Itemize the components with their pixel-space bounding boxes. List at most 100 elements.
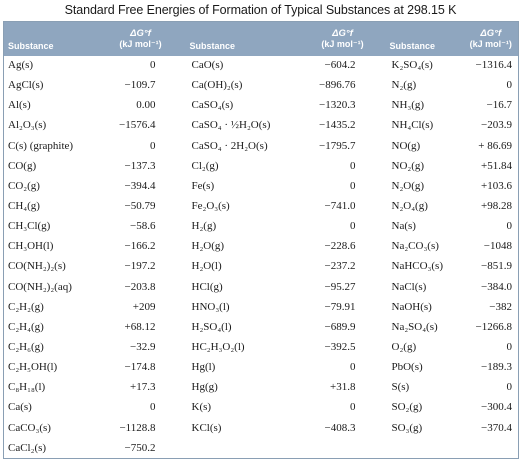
table-row: CaCO₃(s) −1128.8 KCl(s) −408.3 SO₃(g) −370.4 <box>4 418 519 438</box>
free-energy-value: +98.28 <box>481 200 512 213</box>
free-energy-value: + 86.69 <box>478 139 512 152</box>
free-energy-value: −370.4 <box>481 421 512 434</box>
free-energy-value: +51.84 <box>481 159 512 172</box>
column-header-free-energy: ΔG°f (kJ mol⁻¹) <box>95 21 186 56</box>
substance-cell: H₂O(g) <box>191 240 225 253</box>
substance-cell: Hg(g) <box>191 381 218 394</box>
free-energy-value: 0 <box>506 341 513 354</box>
free-energy-value: −79.91 <box>324 300 356 313</box>
table-row: CaCl₂(s) −750.2 <box>4 438 519 458</box>
free-energy-unit: (kJ mol⁻¹) <box>469 39 512 50</box>
substance-cell <box>386 438 464 458</box>
substance-cell: CaSO₄ · ½H₂O(s) <box>191 119 271 132</box>
substance-cell: C₂H₅OH(l) <box>8 361 58 374</box>
table-row: CO(NH₂)₂(aq) −203.8 HCl(g) −95.27 NaCl(s) −38… <box>4 277 519 297</box>
substance-cell: Cl₂(g) <box>191 159 219 172</box>
free-energy-value: −300.4 <box>481 401 512 414</box>
substance-cell: HNO₃(l) <box>191 300 230 313</box>
free-energy-value: −166.2 <box>124 240 156 253</box>
table-row: Al₂O₃(s) −1576.4 CaSO₄ · ½H₂O(s) −1435.2 NH₄… <box>4 116 519 136</box>
free-energy-value: −197.2 <box>124 260 156 273</box>
substance-cell: Al₂O₃(s) <box>8 119 47 132</box>
substance-cell: K₂SO₄(s) <box>391 59 433 72</box>
substance-cell: PbO(s) <box>391 361 423 374</box>
free-energy-symbol: ΔG°f <box>332 28 353 40</box>
substance-cell: CaSO₄(s) <box>191 99 234 112</box>
free-energy-value: +103.6 <box>481 179 512 192</box>
free-energy-value: −228.6 <box>324 240 356 253</box>
substance-cell: Na₂SO₄(s) <box>391 320 438 333</box>
free-energy-value: −58.6 <box>130 220 156 233</box>
substance-cell: NaHCO₃(s) <box>391 260 444 273</box>
substance-cell: N₂(g) <box>391 79 417 92</box>
free-energy-value: −32.9 <box>130 341 156 354</box>
table-row: AgCl(s) −109.7 Ca(OH)₂(s) −896.76 N₂(g) 0 <box>4 76 519 96</box>
free-energy-value: +17.3 <box>130 381 156 394</box>
table-title: Standard Free Energies of Formation of T… <box>64 3 457 17</box>
substance-cell: CO(NH₂)₂(aq) <box>8 280 72 293</box>
table-row: C₂H₆(g) −32.9 HC₂H₃O₂(l) −392.5 O₂(g) 0 <box>4 337 519 357</box>
substance-cell: SO₃(g) <box>391 421 423 434</box>
substance-cell: CaCl₂(s) <box>8 441 47 454</box>
substance-cell: CH₃Cl(g) <box>8 220 51 233</box>
substance-cell: Hg(l) <box>191 361 216 374</box>
column-header-free-energy: ΔG°f (kJ mol⁻¹) <box>463 21 519 56</box>
table-row: CH₄(g) −50.79 Fe₂O₃(s) −741.0 N₂O₄(g) +98.28 <box>4 196 519 216</box>
substance-cell: N₂O₄(g) <box>391 200 428 213</box>
table-row: CO(g) −137.3 Cl₂(g) 0 NO₂(g) +51.84 <box>4 156 519 176</box>
substance-cell: CaCO₃(s) <box>8 421 51 434</box>
free-energy-value: 0 <box>150 401 156 414</box>
substance-cell: HCl(g) <box>191 280 223 293</box>
free-energy-value: −1048 <box>483 240 512 253</box>
substance-cell: CO(g) <box>8 159 37 172</box>
substance-cell: H₂(g) <box>191 220 217 233</box>
free-energy-value: −95.27 <box>324 280 356 293</box>
free-energy-value: −50.79 <box>124 200 156 213</box>
free-energy-value: −189.3 <box>481 361 512 374</box>
free-energy-value: 0.00 <box>136 99 156 112</box>
substance-cell: K(s) <box>191 401 212 414</box>
substance-cell: CaO(s) <box>191 59 224 72</box>
substance-cell: CaSO₄ · 2H₂O(s) <box>191 139 268 152</box>
free-energy-value: −689.9 <box>324 320 356 333</box>
free-energy-value: −1795.7 <box>319 139 356 152</box>
free-energy-value: 0 <box>150 59 156 72</box>
substance-cell: KCl(s) <box>191 421 222 434</box>
free-energy-value: −382 <box>489 300 512 313</box>
substance-cell: O₂(g) <box>391 341 417 354</box>
free-energy-symbol: ΔG°f <box>130 28 151 40</box>
column-header-free-energy: ΔG°f (kJ mol⁻¹) <box>299 21 386 56</box>
substance-cell: C₂H₄(g) <box>8 320 44 333</box>
free-energy-value: −394.4 <box>124 179 156 192</box>
substance-cell: HC₂H₃O₂(l) <box>191 341 245 354</box>
table-row: Al(s) 0.00 CaSO₄(s) −1320.3 NH₃(g) −16.7 <box>4 96 519 116</box>
substance-cell: C(s) (graphite) <box>8 139 74 152</box>
free-energy-value: −1316.4 <box>475 59 512 72</box>
substance-cell <box>186 438 300 458</box>
table-row: CH₃Cl(g) −58.6 H₂(g) 0 Na(s) 0 <box>4 217 519 237</box>
free-energy-value: −174.8 <box>124 361 156 374</box>
substance-cell: Ca(OH)₂(s) <box>191 79 243 92</box>
substance-cell: CH₄(g) <box>8 200 40 213</box>
substance-cell: S(s) <box>391 381 410 394</box>
column-header-substance: Substance <box>3 21 96 56</box>
free-energy-value: −237.2 <box>324 260 356 273</box>
substance-cell: NO(g) <box>391 139 421 152</box>
free-energy-value: +209 <box>132 300 156 313</box>
table-row: C₂H₄(g) +68.12 H₂SO₄(l) −689.9 Na₂SO₄(s) −126… <box>4 317 519 337</box>
substance-cell: CO₂(g) <box>8 179 40 192</box>
table-row: CO(NH₂)₂(s) −197.2 H₂O(l) −237.2 NaHCO₃(s) −8… <box>4 257 519 277</box>
free-energy-value: −851.9 <box>481 260 512 273</box>
table-row: C(s) (graphite) 0 CaSO₄ · 2H₂O(s) −1795.7 NO… <box>4 136 519 156</box>
free-energy-value: +31.8 <box>330 381 356 394</box>
free-energy-value: 0 <box>350 401 356 414</box>
substance-cell: C₂H₂(g) <box>8 300 44 313</box>
column-header-substance: Substance <box>385 21 464 56</box>
free-energy-value: −109.7 <box>124 79 156 92</box>
free-energy-value: 0 <box>350 220 356 233</box>
free-energy-value: 0 <box>350 361 356 374</box>
table-body: Ag(s) 0 CaO(s) −604.2 K₂SO₄(s) −1316.4 AgCl(s)… <box>4 56 519 459</box>
substance-cell: SO₂(g) <box>391 401 423 414</box>
substance-cell: Ca(s) <box>8 401 32 414</box>
substance-cell: Fe₂O₃(s) <box>191 200 230 213</box>
